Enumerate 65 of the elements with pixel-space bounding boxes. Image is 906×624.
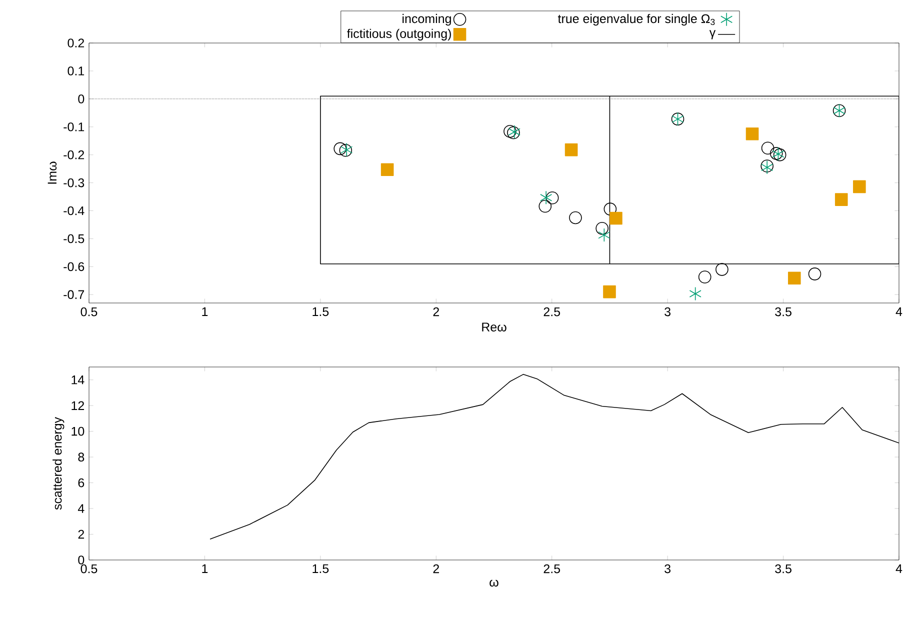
y-tick-label: -0.6	[64, 262, 84, 272]
x-tick-label: 1	[202, 307, 208, 316]
point	[761, 142, 774, 155]
x-tick-label: 4	[896, 307, 902, 316]
y-tick-label: 0	[78, 556, 84, 564]
legend-label: incoming	[402, 14, 451, 26]
point	[564, 143, 578, 156]
y-tick-label: 8	[78, 452, 84, 462]
point	[746, 127, 759, 140]
x-tick-label: 2	[433, 564, 439, 574]
x-axis-title: Reω	[482, 322, 506, 332]
x-tick-label: 1	[202, 564, 208, 573]
y-tick-label: 0.2	[68, 38, 84, 48]
point	[788, 272, 801, 285]
x-tick-label: 2.5	[544, 307, 560, 316]
point	[546, 191, 559, 204]
legend-label: γ	[709, 30, 716, 40]
x-tick-label: 2.5	[544, 564, 560, 574]
y-axis-title: Imω	[48, 162, 57, 184]
point	[698, 270, 712, 284]
point	[504, 124, 516, 138]
point	[603, 285, 616, 298]
y-tick-label: 0.1	[68, 66, 84, 76]
point	[538, 200, 552, 213]
point	[540, 190, 552, 204]
y-tick-label: -0.5	[64, 234, 84, 244]
point	[834, 193, 848, 206]
y-tick-label: 10	[72, 426, 84, 436]
point	[604, 202, 617, 216]
x-tick-label: 4	[896, 564, 902, 573]
point	[716, 263, 728, 276]
point	[853, 180, 866, 194]
x-tick-label: 2	[433, 307, 439, 316]
x-tick-label: 1.5	[312, 564, 329, 574]
y-tick-label: 14	[72, 376, 84, 384]
x-tick-label: 0.5	[80, 307, 98, 316]
y-tick-label: 12	[72, 401, 84, 410]
point	[808, 268, 822, 280]
y-tick-label: 4	[78, 504, 84, 513]
x-tick-label: 3	[664, 307, 670, 316]
y-tick-label: -0.2	[64, 150, 84, 160]
point	[598, 228, 610, 242]
x-axis-title: ω	[490, 580, 498, 587]
y-tick-label: -0.7	[64, 290, 84, 300]
point	[334, 142, 347, 156]
point	[610, 212, 622, 225]
y-tick-label: -0.1	[64, 122, 84, 132]
y-tick-label: -0.3	[64, 178, 84, 188]
y-axis-title: scattered energy	[52, 416, 64, 510]
point	[596, 222, 608, 235]
x-tick-label: 1.5	[312, 307, 329, 316]
point	[770, 147, 783, 160]
y-tick-label: 0	[78, 94, 84, 104]
point	[689, 286, 702, 301]
point	[569, 211, 582, 224]
legend-label: true eigenvalue for single Ω$_{3}$	[558, 14, 715, 26]
x-tick-label: 3.5	[775, 307, 792, 316]
y-tick-label: -0.4	[64, 206, 84, 216]
x-tick-label: 3	[664, 564, 670, 574]
x-tick-label: 0.5	[80, 564, 98, 574]
x-tick-label: 3.5	[775, 564, 792, 574]
point	[380, 163, 394, 176]
y-tick-label: 6	[78, 478, 84, 488]
legend-label: fictitious (outgoing)	[347, 28, 451, 41]
y-tick-label: 2	[78, 530, 84, 539]
